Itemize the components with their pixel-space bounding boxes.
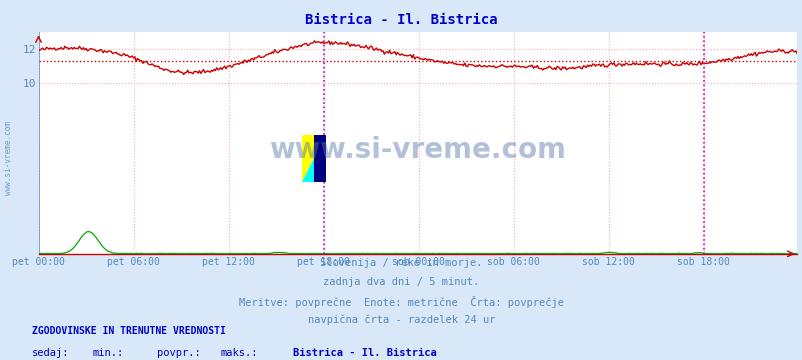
Text: maks.:: maks.: (221, 348, 258, 358)
Polygon shape (302, 135, 326, 182)
Text: Slovenija / reke in morje.: Slovenija / reke in morje. (320, 258, 482, 269)
Text: ZGODOVINSKE IN TRENUTNE VREDNOSTI: ZGODOVINSKE IN TRENUTNE VREDNOSTI (32, 326, 225, 336)
Text: min.:: min.: (92, 348, 124, 358)
Text: navpična črta - razdelek 24 ur: navpična črta - razdelek 24 ur (307, 315, 495, 325)
Text: Bistrica - Il. Bistrica: Bistrica - Il. Bistrica (293, 348, 436, 358)
Text: zadnja dva dni / 5 minut.: zadnja dva dni / 5 minut. (323, 277, 479, 287)
Text: www.si-vreme.com: www.si-vreme.com (3, 121, 13, 195)
Polygon shape (314, 135, 326, 182)
Text: www.si-vreme.com: www.si-vreme.com (269, 136, 565, 164)
Text: Bistrica - Il. Bistrica: Bistrica - Il. Bistrica (305, 13, 497, 27)
Text: Meritve: povprečne  Enote: metrične  Črta: povprečje: Meritve: povprečne Enote: metrične Črta:… (239, 296, 563, 308)
Text: sedaj:: sedaj: (32, 348, 70, 358)
Text: povpr.:: povpr.: (156, 348, 200, 358)
Polygon shape (302, 135, 326, 182)
